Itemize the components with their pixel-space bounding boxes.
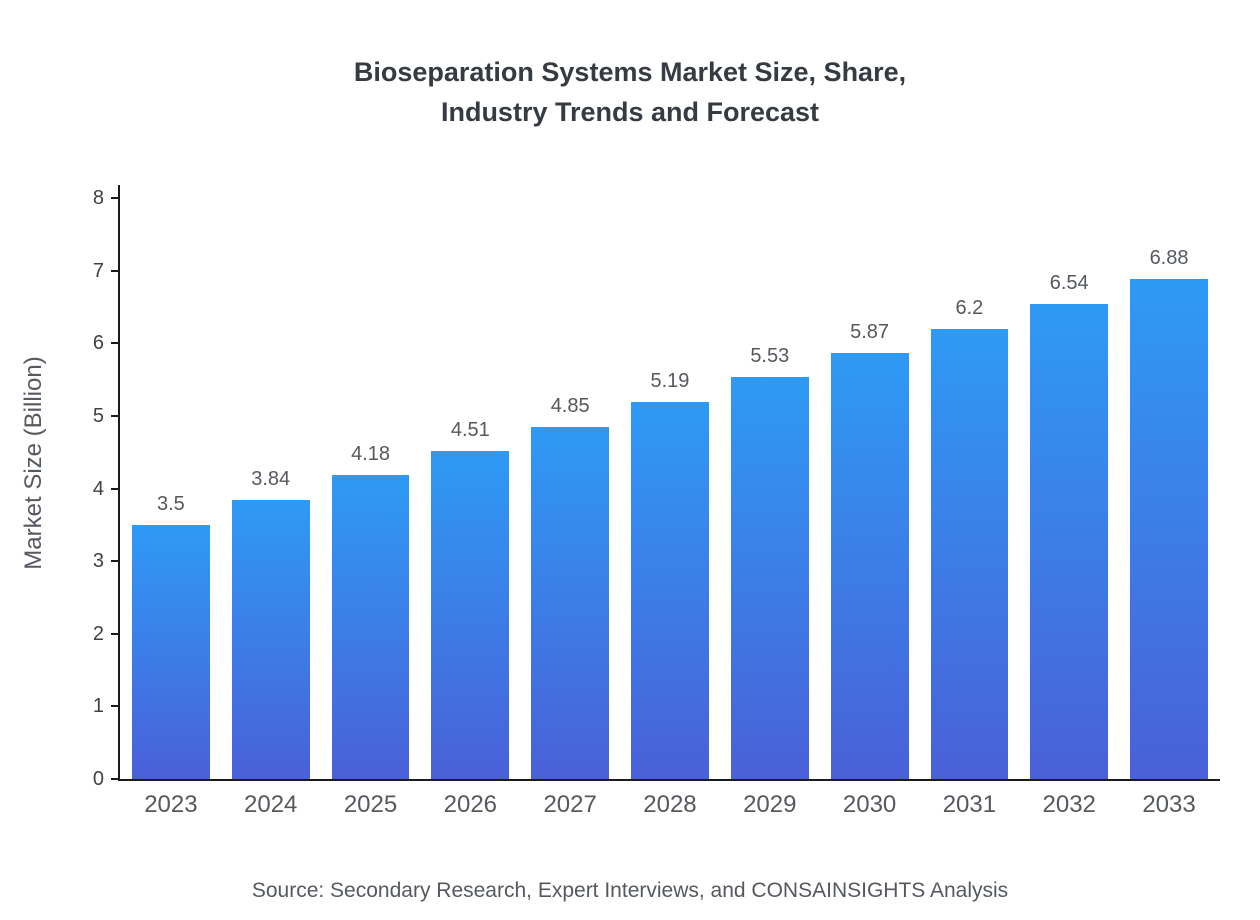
y-tick-label: 1 [92, 695, 104, 718]
bar-column-2025: 4.18 [331, 443, 410, 779]
x-tick-label: 2033 [1142, 791, 1196, 818]
bar-series: 3.5 3.84 4.18 4.51 4.85 5.19 5.53 5.87 6.2 6.54 6.… [120, 247, 1220, 779]
bar-2033 [1130, 279, 1208, 779]
bar-column-2028: 5.19 [631, 370, 709, 779]
y-tick-mark [111, 632, 120, 635]
bar-column-2023: 3.5 [132, 493, 210, 779]
bar-2029 [730, 377, 809, 779]
y-tick-mark [111, 560, 120, 563]
x-tick-label: 2027 [543, 791, 597, 818]
bar-column-2030: 5.87 [830, 320, 909, 779]
y-tick-mark [111, 414, 120, 417]
bar-column-2031: 6.2 [930, 296, 1009, 779]
bar-column-2024: 3.84 [231, 468, 310, 779]
y-tick-label: 4 [92, 477, 104, 500]
x-tick-label: 2030 [842, 791, 897, 818]
bar-value-label: 4.51 [450, 419, 490, 442]
bar-2030 [830, 352, 909, 779]
x-tick-label: 2032 [1042, 791, 1096, 818]
bar-2023 [132, 524, 210, 779]
bar-value-label: 6.88 [1149, 247, 1189, 270]
bar-2028 [631, 402, 709, 779]
chart-title: Bioseparation Systems Market Size, Share… [0, 52, 1260, 132]
y-tick-label: 3 [92, 550, 104, 573]
x-tick-label: 2031 [942, 791, 997, 818]
bar-value-label: 5.53 [750, 345, 790, 368]
bar-column-2029: 5.53 [730, 345, 809, 779]
bar-value-label: 5.19 [650, 370, 690, 393]
y-tick-label: 0 [92, 768, 104, 790]
bar-column-2027: 4.85 [531, 394, 610, 779]
bar-column-2026: 4.51 [431, 419, 510, 779]
bar-value-label: 6.2 [955, 296, 984, 319]
x-tick-label: 2023 [144, 791, 198, 818]
plot-area: 0 1 2 3 4 5 6 7 8 3.5 3.84 4.18 4.51 4.85 5.19 5.53 5.8… [93, 185, 1220, 818]
y-tick-label: 7 [92, 259, 104, 282]
bar-value-label: 5.87 [850, 320, 890, 343]
x-tick-label: 2026 [443, 791, 498, 818]
x-tick-label: 2029 [743, 791, 797, 818]
y-tick-mark [111, 778, 120, 780]
chart-title-line-1: Bioseparation Systems Market Size, Share… [353, 57, 907, 87]
bar-2026 [431, 451, 510, 779]
x-tick-label: 2028 [643, 791, 697, 818]
y-tick-mark [111, 269, 120, 272]
bar-2024 [231, 500, 310, 779]
source-note: Source: Secondary Research, Expert Inter… [251, 879, 1009, 902]
bar-2031 [930, 328, 1009, 779]
bar-column-2032: 6.54 [1030, 272, 1109, 779]
bar-column-2033: 6.88 [1130, 247, 1208, 779]
bar-value-label: 3.84 [251, 468, 291, 491]
y-tick-mark [111, 197, 120, 199]
y-tick-label: 2 [92, 622, 104, 645]
bar-value-label: 4.85 [550, 394, 590, 417]
y-tick-label: 6 [92, 332, 104, 355]
y-tick-mark [111, 342, 120, 345]
bar-2032 [1030, 304, 1109, 779]
y-axis-title: Market Size (Billion) [20, 356, 47, 570]
y-tick-label: 8 [92, 187, 104, 209]
x-tick-label: 2025 [343, 791, 398, 818]
bar-2027 [531, 426, 610, 779]
bar-value-label: 6.54 [1049, 272, 1089, 295]
bar-value-label: 4.18 [351, 443, 390, 466]
y-tick-label: 5 [92, 404, 104, 427]
y-tick-mark [111, 705, 120, 708]
bar-value-label: 3.5 [157, 492, 185, 515]
bar-2025 [331, 475, 410, 779]
x-tick-label: 2024 [244, 791, 298, 818]
x-axis-labels: 2023 2024 2025 2026 2027 2028 2029 2030 2031 2032… [120, 791, 1220, 819]
y-tick-mark [111, 487, 120, 490]
chart-title-line-2: Industry Trends and Forecast [440, 97, 820, 127]
